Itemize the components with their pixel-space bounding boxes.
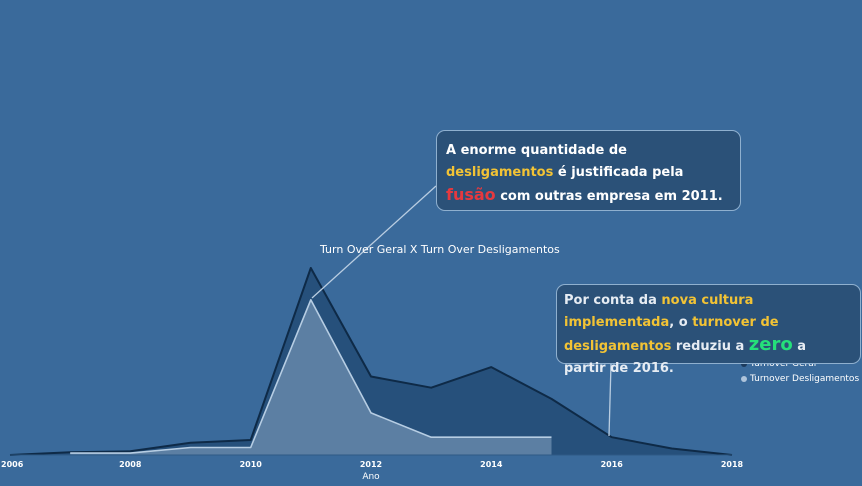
series-line-1[interactable]	[70, 298, 552, 454]
callout-1-connector	[311, 185, 437, 299]
x-axis-label: Ano	[362, 472, 380, 482]
callout-2-connector	[608, 363, 612, 437]
legend-marker-icon	[741, 375, 747, 382]
callout-highlight: desligamentos	[446, 165, 554, 180]
callout-highlight: turnover de desligamentos	[564, 315, 779, 354]
callout-text: a partir de 2016.	[564, 339, 807, 376]
callout-text: Por conta da	[564, 293, 662, 308]
x-tick-label: 2006	[1, 460, 24, 469]
x-tick-label: 2014	[480, 460, 503, 469]
x-axis-ticks: 2006 2008 2010 2012 2014 2016 2018	[1, 460, 744, 469]
x-tick-label: 2010	[240, 460, 263, 469]
x-tick-label: 2008	[119, 460, 142, 469]
callout-text: reduziu a	[671, 339, 749, 354]
x-tick-label: 2012	[360, 460, 382, 469]
chart-title: Turn Over Geral X Turn Over Desligamento…	[320, 243, 560, 256]
series-area-1[interactable]	[70, 299, 552, 455]
legend-label: Turnover Desligamentos	[750, 373, 860, 384]
callout-fusion-2011: A enorme quantidade de desligamentos é j…	[436, 130, 741, 211]
series-area-0[interactable]	[10, 268, 732, 455]
callout-highlight-zero: zero	[748, 334, 793, 355]
chart-plot-area	[9, 267, 733, 456]
callout-text: , o	[669, 315, 693, 330]
callout-text: A enorme quantidade de	[446, 143, 627, 158]
callout-text: com outras empresa em 2011.	[495, 189, 723, 204]
series-line-0[interactable]	[9, 267, 733, 456]
callout-highlight: nova cultura implementada	[564, 293, 754, 330]
callout-text: é justificada pela	[553, 165, 684, 180]
x-tick-label: 2018	[721, 460, 744, 469]
callout-new-culture-2016: Por conta da nova cultura implementada, …	[556, 284, 861, 376]
x-tick-label: 2016	[601, 460, 624, 469]
callout-highlight: fusão	[446, 185, 496, 204]
legend-item-turnover-desligamentos[interactable]: Turnover Desligamentos	[741, 371, 859, 386]
